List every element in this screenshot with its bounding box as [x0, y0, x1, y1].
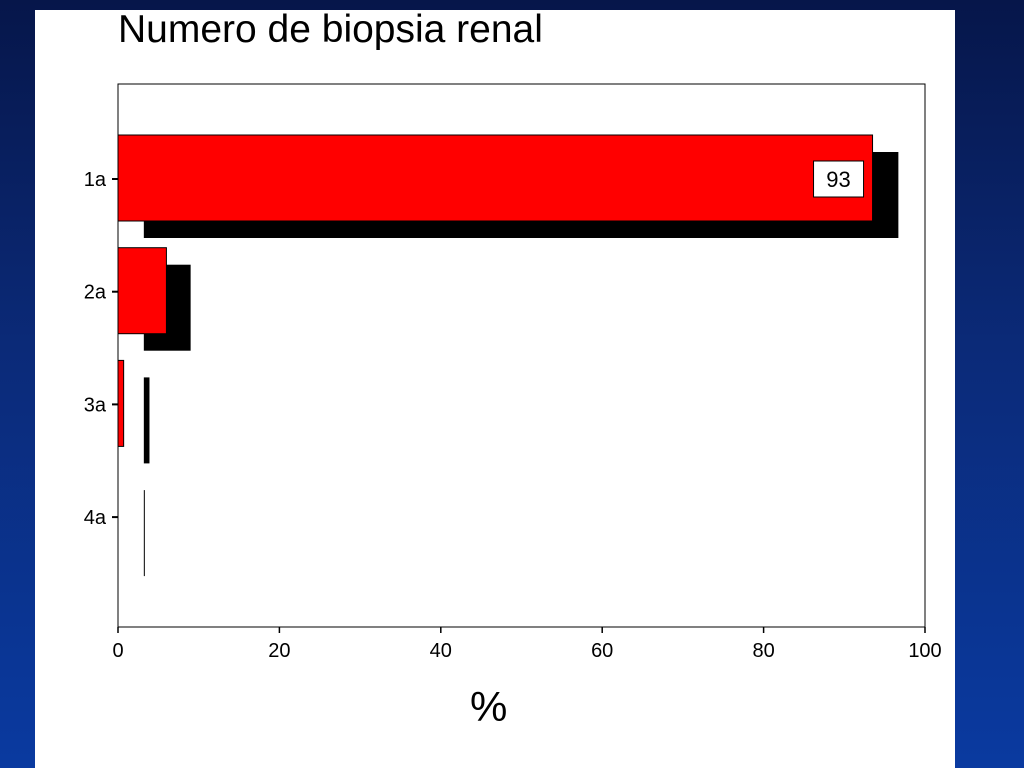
bar-series-2-3a	[143, 377, 150, 464]
chart-title: Numero de biopsia renal	[118, 8, 543, 51]
plot-frame	[117, 83, 926, 628]
x-tick-label-40: 40	[430, 640, 452, 662]
bar-series-2-4a	[143, 490, 145, 577]
bar-series-1-2a	[117, 247, 167, 335]
bar-series-1-3a	[117, 359, 125, 447]
x-tick-label-80: 80	[752, 640, 774, 662]
x-tick-label-0: 0	[112, 640, 123, 662]
x-tick-label-20: 20	[268, 640, 290, 662]
x-tick-label-60: 60	[591, 640, 613, 662]
y-tick-label-1a: 1a	[84, 169, 107, 191]
y-tick-label-4a: 4a	[84, 507, 107, 529]
y-tick-label-3a: 3a	[84, 394, 107, 416]
value-box-1a	[813, 160, 865, 198]
x-axis-label: %	[470, 683, 508, 730]
value-label-1a: 93	[826, 167, 850, 192]
x-tick-label-100: 100	[908, 640, 941, 662]
bar-series-1-1a	[117, 134, 874, 222]
y-tick-label-2a: 2a	[84, 282, 107, 304]
